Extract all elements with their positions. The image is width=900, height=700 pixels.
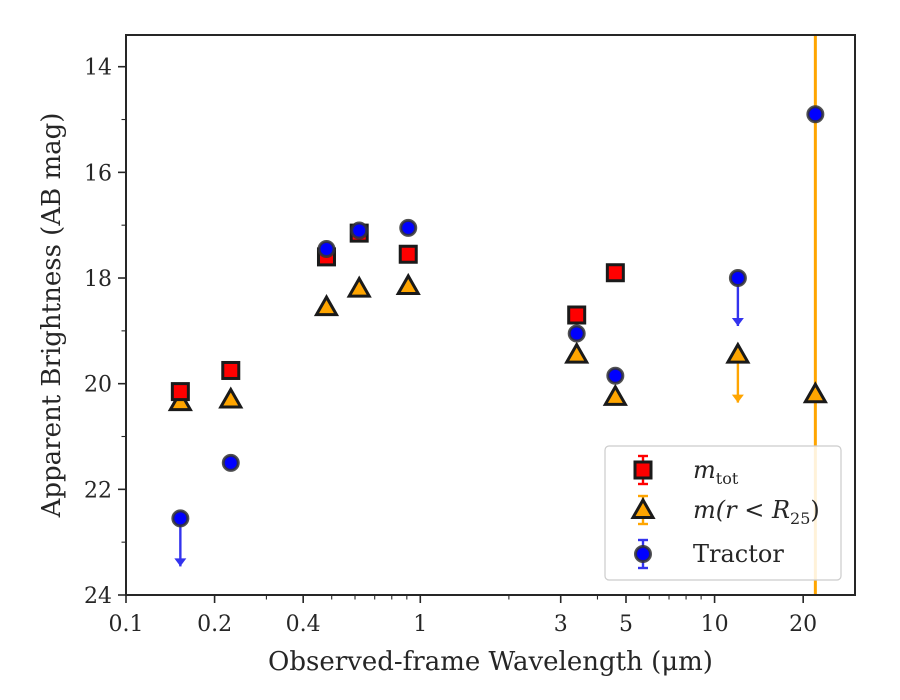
square-point (567, 305, 587, 325)
x-tick-label: 3 (554, 612, 568, 637)
triangle-point (602, 383, 628, 406)
legend-marker (630, 496, 656, 519)
legend-box (604, 445, 842, 581)
x-tick-label: 0.4 (286, 612, 321, 637)
x-tick-label: 0.2 (197, 612, 232, 637)
circle-point (317, 239, 336, 258)
y-tick-label: 14 (84, 56, 112, 81)
circle-point (171, 509, 190, 528)
x-tick-label: 10 (701, 612, 729, 637)
circle-point (606, 366, 625, 385)
x-axis-label: Observed-frame Wavelength (μm) (268, 647, 713, 677)
legend-label: mtot (693, 456, 739, 488)
marker-layer (167, 105, 828, 528)
triangle-point (395, 272, 421, 295)
plot-frame (125, 34, 856, 596)
legend-label: Tractor (693, 540, 784, 568)
upper-limit-arrowhead (731, 318, 744, 327)
circle-point (399, 218, 418, 237)
circle-point (806, 105, 825, 124)
triangle-point (725, 341, 751, 364)
y-tick-label: 22 (84, 478, 112, 503)
x-axis-ticks: 0.1 0.2 0.4 1 3 5 10 20 (109, 595, 817, 637)
y-tick-label: 24 (84, 584, 112, 609)
y-tick-label: 18 (84, 267, 112, 292)
y-tick-label: 16 (84, 161, 112, 186)
x-tick-label: 5 (619, 612, 633, 637)
legend-label: m(r < R25) (693, 496, 820, 528)
square-point (605, 263, 625, 283)
y-tick-label: 20 (84, 373, 112, 398)
square-point (221, 360, 241, 380)
circle-point (350, 221, 369, 240)
circle-point (728, 269, 747, 288)
legend-marker (633, 460, 653, 480)
square-point (398, 244, 418, 264)
triangle-point (346, 275, 372, 298)
circle-point (221, 453, 240, 472)
legend-marker (634, 545, 652, 563)
circle-point (567, 324, 586, 343)
upper-limit-arrowhead (174, 558, 187, 567)
y-axis-label: Apparent Brightness (AB mag) (37, 113, 67, 519)
triangle-point (218, 386, 244, 409)
x-tick-label: 0.1 (109, 612, 144, 637)
x-tick-label: 20 (789, 612, 817, 637)
triangle-point (313, 294, 340, 317)
legend: mtot m(r < R25) Tractor (604, 445, 842, 581)
x-tick-label: 1 (413, 612, 427, 637)
y-axis-ticks: 14 16 18 20 22 24 (84, 56, 126, 609)
triangle-point (564, 341, 590, 364)
triangle-point (802, 381, 828, 404)
square-point (170, 382, 190, 402)
upper-limit-arrowhead (731, 394, 744, 403)
